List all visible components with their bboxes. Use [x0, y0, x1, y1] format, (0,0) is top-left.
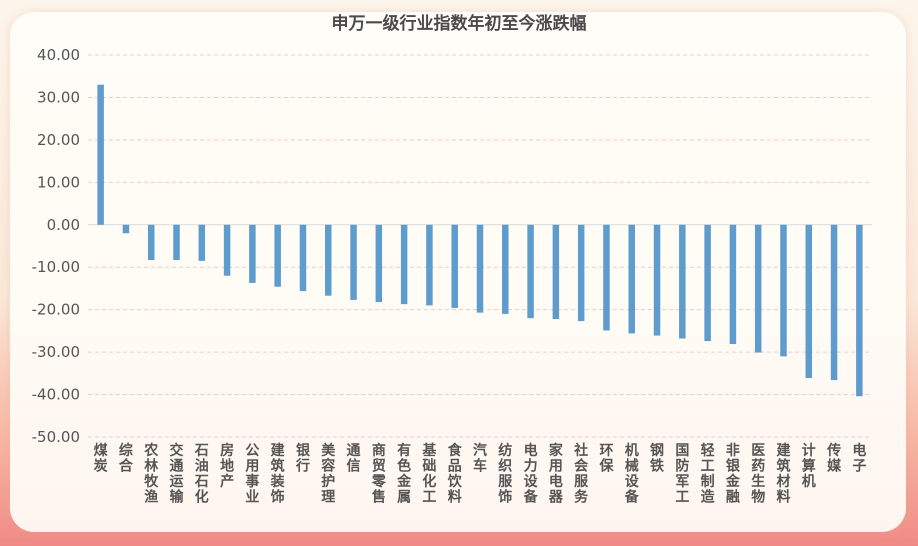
bar — [653, 224, 661, 336]
x-tick-label: 纺织服饰 — [498, 442, 513, 506]
chart-title: 申万一级行业指数年初至今涨跌幅 — [331, 14, 587, 34]
bar — [350, 224, 357, 300]
bar — [400, 224, 408, 305]
x-tick-label: 国防军工 — [675, 443, 689, 506]
x-tick-label: 石油石化 — [194, 443, 209, 506]
x-tick-label: 综合 — [119, 442, 134, 475]
bar — [451, 224, 458, 308]
x-tick-label: 商贸零售 — [371, 442, 387, 506]
x-tick-label: 轻工制造 — [701, 442, 715, 506]
y-axis: 40.00 30.00 20.00 10.00 0.00 -10.00 -20.00 -30.… — [32, 46, 80, 446]
bar — [249, 224, 256, 283]
bar — [502, 224, 509, 314]
x-tick-label: 交通运输 — [170, 442, 185, 506]
y-tick-label: -20.00 — [32, 301, 80, 319]
bar — [780, 224, 787, 357]
x-tick-label: 通信 — [347, 443, 361, 475]
bar — [527, 224, 534, 319]
bar — [856, 224, 863, 397]
x-tick-label: 基础化工 — [422, 442, 437, 506]
bar — [147, 224, 155, 261]
x-axis-labels: 煤炭综合农林牧渔交通运输石油石化房地产公用事业建筑装饰银行美容护理通信商贸零售有… — [94, 442, 867, 506]
x-tick-label: 食品饮料 — [447, 442, 463, 506]
x-tick-label: 医药生物 — [751, 443, 765, 506]
y-tick-label: -50.00 — [32, 428, 80, 446]
y-tick-label: -30.00 — [32, 343, 80, 361]
bar — [552, 224, 560, 320]
x-tick-label: 家用电器 — [548, 442, 564, 506]
x-tick-label: 机械设备 — [624, 442, 640, 506]
y-tick-label: 30.00 — [37, 88, 80, 106]
bars — [97, 84, 863, 397]
bar — [805, 224, 813, 379]
bar — [122, 224, 130, 234]
bar — [628, 224, 635, 334]
bar — [729, 224, 737, 345]
x-tick-label: 非银金融 — [725, 442, 741, 506]
bar — [754, 224, 762, 353]
x-tick-label: 环保 — [598, 443, 614, 475]
bar — [577, 224, 585, 322]
y-tick-label: 0.00 — [47, 216, 80, 234]
bar — [476, 224, 484, 313]
gridlines — [88, 54, 872, 438]
x-tick-label: 银行 — [295, 442, 311, 475]
x-tick-label: 传媒 — [826, 442, 842, 475]
y-tick-label: -40.00 — [32, 386, 80, 404]
x-tick-label: 建筑材料 — [776, 442, 790, 506]
bar — [173, 224, 180, 261]
x-tick-label: 建筑装饰 — [270, 442, 286, 506]
bar — [274, 224, 281, 287]
y-tick-label: -10.00 — [32, 258, 80, 276]
x-tick-label: 煤炭 — [94, 442, 109, 475]
bar — [198, 224, 206, 261]
x-tick-label: 房地产 — [220, 442, 234, 490]
bar — [375, 224, 383, 303]
bar — [679, 224, 686, 339]
y-tick-label: 20.00 — [37, 131, 80, 149]
y-tick-label: 40.00 — [37, 46, 80, 64]
bar — [299, 224, 307, 291]
x-tick-label: 电力设备 — [523, 442, 539, 506]
bar — [603, 224, 610, 331]
x-tick-label: 公用事业 — [245, 443, 259, 506]
bar — [426, 224, 433, 306]
bar — [704, 224, 711, 342]
bar — [325, 224, 332, 296]
x-tick-label: 钢铁 — [650, 442, 664, 475]
x-tick-label: 社会服务 — [573, 442, 589, 506]
x-tick-label: 汽车 — [473, 442, 487, 475]
x-tick-label: 电子 — [852, 442, 866, 475]
y-tick-label: 10.00 — [37, 173, 80, 191]
x-tick-label: 农林牧渔 — [143, 442, 159, 506]
bar — [223, 224, 231, 276]
bar — [830, 224, 838, 381]
x-tick-label: 计算机 — [802, 442, 816, 490]
bar — [97, 84, 104, 225]
x-tick-label: 有色金属 — [396, 442, 412, 506]
x-tick-label: 美容护理 — [320, 442, 336, 506]
